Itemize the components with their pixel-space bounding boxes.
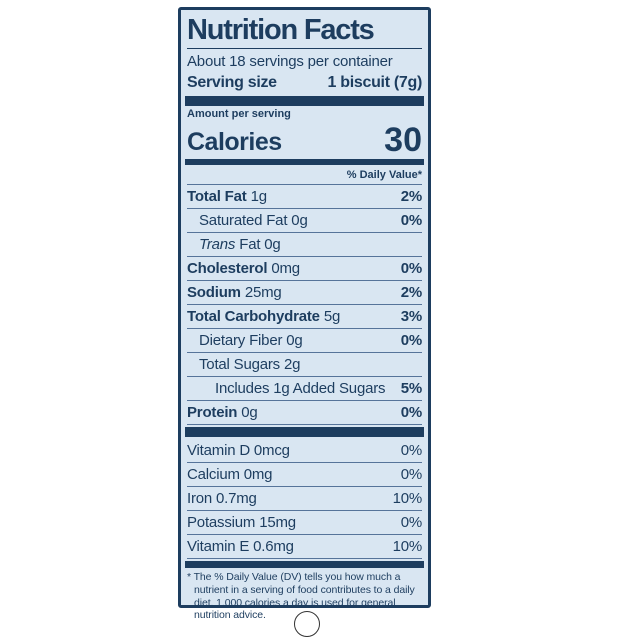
- micronutrient-row-calcium: Calcium 0mg 0%: [187, 463, 422, 487]
- title-divider: [187, 48, 422, 49]
- nutrient-name: Dietary Fiber: [199, 331, 283, 349]
- micronutrient-dv: 0%: [400, 465, 422, 483]
- nutrient-name: Trans: [199, 235, 236, 253]
- nutrient-dv: 0%: [400, 211, 422, 229]
- nutrient-dv: 0%: [400, 259, 422, 277]
- servings-per-container: About 18 servings per container: [187, 53, 393, 70]
- nutrient-amount: 2g: [283, 355, 301, 373]
- section-bar: [185, 561, 424, 568]
- nutrient-dv: 5%: [400, 379, 422, 397]
- daily-value-header: % Daily Value*: [187, 167, 422, 185]
- nutrient-row-total-carbohydrate: Total Carbohydrate 5g 3%: [187, 305, 422, 329]
- micronutrient-name: Vitamin E 0.6mg: [187, 537, 294, 555]
- micronutrient-name: Vitamin D 0mcg: [187, 441, 290, 459]
- daily-value-footnote: * The % Daily Value (DV) tells you how m…: [187, 571, 415, 622]
- nutrition-facts-label: Nutrition Facts About 18 servings per co…: [178, 7, 431, 621]
- nutrient-dv: 3%: [400, 307, 422, 325]
- nutrient-amount: 0g: [286, 331, 303, 349]
- micronutrient-dv: 10%: [392, 537, 423, 555]
- nutrient-name: Cholesterol: [187, 259, 268, 277]
- micronutrient-row-vitamin-d: Vitamin D 0mcg 0%: [187, 439, 422, 463]
- partial-circle-logo: [294, 611, 320, 637]
- section-bar: [185, 427, 424, 437]
- nutrient-name: Total Carbohydrate: [187, 307, 320, 325]
- nutrient-name: Saturated Fat: [199, 211, 288, 229]
- label-title: Nutrition Facts: [187, 14, 375, 46]
- serving-size-label: Serving size: [187, 74, 277, 91]
- nutrient-name: Sodium: [187, 283, 241, 301]
- nutrient-row-sodium: Sodium 25mg 2%: [187, 281, 422, 305]
- nutrient-row-added-sugars: Includes 1g Added Sugars 5%: [187, 377, 422, 401]
- nutrient-name: Total Fat: [187, 187, 247, 205]
- nutrient-name: Protein: [187, 403, 238, 421]
- nutrient-row-cholesterol: Cholesterol 0mg 0%: [187, 257, 422, 281]
- nutrient-row-total-sugars: Total Sugars 2g: [187, 353, 422, 377]
- micronutrient-dv: 10%: [392, 489, 423, 507]
- nutrient-amount: 0g: [241, 403, 258, 421]
- nutrient-dv: 0%: [400, 331, 422, 349]
- micronutrient-dv: 0%: [400, 441, 422, 459]
- nutrient-row-trans-fat: Trans Fat 0g: [187, 233, 422, 257]
- micronutrient-row-vitamin-e: Vitamin E 0.6mg 10%: [187, 535, 422, 559]
- nutrient-amount: 0mg: [271, 259, 300, 277]
- nutrient-amount: 25mg: [244, 283, 282, 301]
- amount-per-serving-label: Amount per serving: [187, 108, 291, 120]
- nutrient-name: Total Sugars: [199, 355, 280, 373]
- micronutrient-row-iron: Iron 0.7mg 10%: [187, 487, 422, 511]
- nutrient-dv: 2%: [400, 283, 422, 301]
- micronutrient-row-potassium: Potassium 15mg 0%: [187, 511, 422, 535]
- micronutrient-name: Calcium 0mg: [187, 465, 273, 483]
- nutrient-name: Includes 1g Added Sugars: [215, 379, 386, 397]
- serving-size-value: 1 biscuit (7g): [327, 74, 423, 91]
- nutrient-row-dietary-fiber: Dietary Fiber 0g 0%: [187, 329, 422, 353]
- nutrient-dv: 0%: [400, 403, 422, 421]
- nutrient-row-protein: Protein 0g 0%: [187, 401, 422, 425]
- nutrient-amount: 0g: [291, 211, 308, 229]
- section-bar: [185, 96, 424, 106]
- nutrient-row-total-fat: Total Fat 1g 2%: [187, 185, 422, 209]
- calories-row: Calories 30: [187, 121, 422, 157]
- serving-size-row: Serving size 1 biscuit (7g): [187, 72, 422, 94]
- calories-value: 30: [384, 121, 422, 159]
- micronutrient-dv: 0%: [400, 513, 422, 531]
- section-bar: [185, 159, 424, 165]
- nutrient-amount: 5g: [323, 307, 341, 325]
- calories-label: Calories: [187, 128, 282, 156]
- nutrient-amount: Fat 0g: [239, 235, 281, 253]
- nutrient-row-saturated-fat: Saturated Fat 0g 0%: [187, 209, 422, 233]
- micronutrient-name: Iron 0.7mg: [187, 489, 257, 507]
- micronutrient-name: Potassium 15mg: [187, 513, 296, 531]
- nutrient-dv: 2%: [400, 187, 422, 205]
- nutrient-amount: 1g: [250, 187, 268, 205]
